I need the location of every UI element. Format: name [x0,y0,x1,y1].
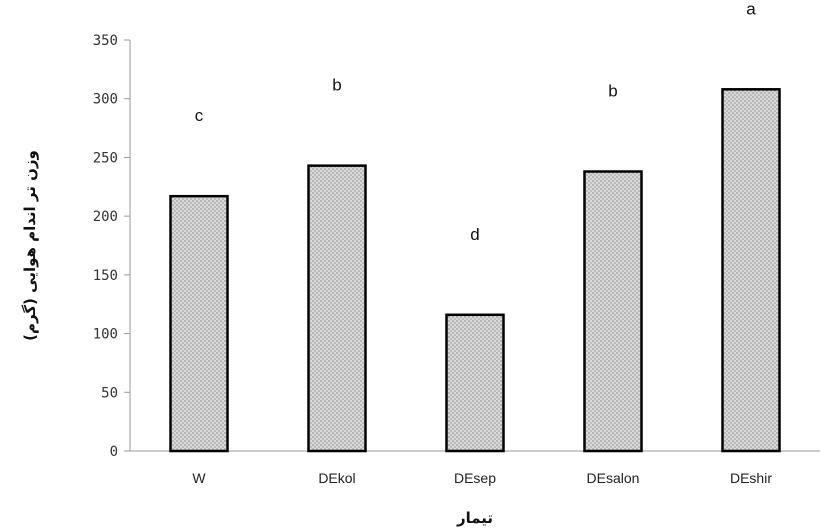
y-tick-label: 200 [93,209,118,225]
y-tick-label: 250 [93,150,118,166]
significance-label: d [470,225,479,244]
x-tick-label: DEsalon [587,470,640,486]
y-axis: 0 50 100 150 200 250 300 350 [93,33,131,460]
bars [169,88,781,453]
bar-deshir [721,88,781,453]
bar-dekol [307,164,367,453]
x-tick-label: DEkol [318,470,355,486]
significance-label: b [332,76,341,95]
y-tick-label: 0 [110,444,118,460]
y-tick-label: 100 [93,327,118,343]
bar-desalon [583,170,643,453]
y-tick-label: 50 [101,385,118,401]
x-tick-label: DEshir [730,470,772,486]
y-tick-label: 150 [93,268,118,284]
y-axis-title: وزن تر اندام هوایی (گرم) [21,150,39,341]
x-tick-label: DEsep [454,470,496,486]
x-axis: W DEkol DEsep DEsalon DEshir [130,450,820,486]
x-axis-title: تیمار [456,509,493,527]
significance-label: b [608,82,617,101]
significance-label: c [195,106,204,125]
y-tick-label: 350 [93,33,118,49]
bar-desep [445,313,505,453]
x-tick-label: W [192,470,206,486]
y-tick-label: 300 [93,92,118,108]
significance-label: a [746,0,756,18]
bar-w [169,194,229,453]
data-labels: c b d b a [195,0,757,244]
